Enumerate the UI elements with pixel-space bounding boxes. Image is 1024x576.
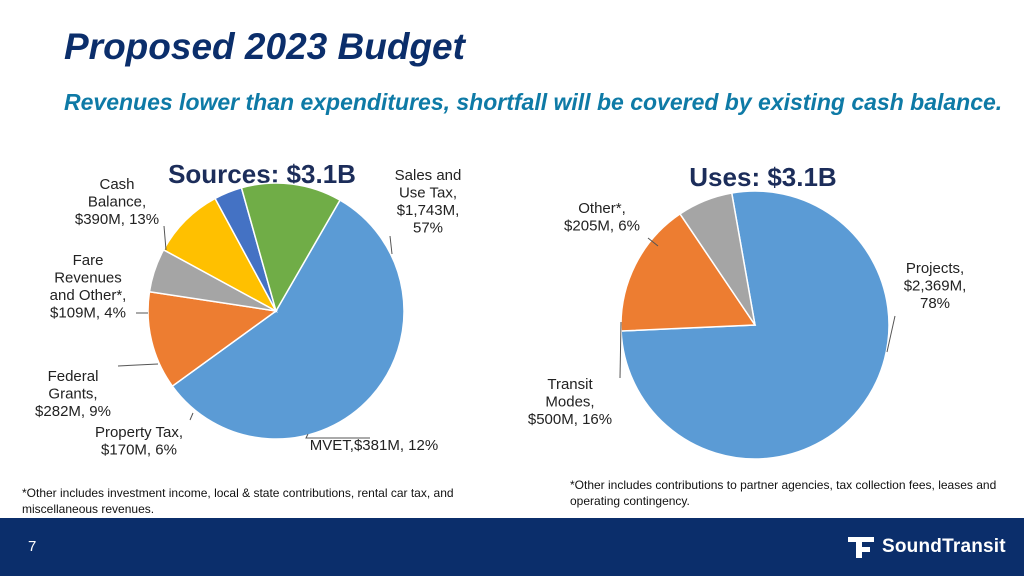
leader-line bbox=[389, 235, 393, 255]
sources-footnote: *Other includes investment income, local… bbox=[22, 486, 454, 516]
logo-text: SoundTransit bbox=[882, 536, 1006, 557]
slide-subtitle: Revenues lower than expenditures, shortf… bbox=[64, 89, 1003, 115]
leader-line bbox=[189, 412, 194, 421]
uses-footnote: *Other includes contributions to partner… bbox=[570, 478, 997, 508]
pie-labels: Sales and Use Tax, $1,743M, 57% MVET,$381M, … bbox=[35, 167, 966, 459]
sound-transit-logo: SoundTransit bbox=[846, 532, 1006, 562]
data-label-fare-revenues-and-other: Fare Revenues and Other*, $109M, 4% bbox=[50, 252, 127, 322]
data-label-cash-balance: Cash Balance, $390M, 13% bbox=[75, 176, 159, 228]
leader-line bbox=[117, 363, 159, 367]
slide-title: Proposed 2023 Budget bbox=[64, 26, 465, 67]
leader-line bbox=[647, 237, 659, 247]
page-number: 7 bbox=[28, 538, 37, 555]
data-label-property-tax: Property Tax, $170M, 6% bbox=[95, 424, 183, 459]
data-label-federal-grants: Federal Grants, $282M, 9% bbox=[35, 368, 111, 420]
footer-bar: 7 SoundTransit bbox=[0, 518, 1024, 576]
data-label-sales-and-use-tax: Sales and Use Tax, $1,743M, 57% bbox=[395, 167, 462, 237]
pie-slice-sales-and-use-tax bbox=[171, 199, 405, 440]
sound-transit-logo-icon bbox=[848, 537, 874, 558]
data-label-transit-modes: Transit Modes, $500M, 16% bbox=[528, 376, 612, 428]
pie-slice-other bbox=[679, 192, 756, 326]
leader-line bbox=[163, 225, 167, 251]
data-label-mvet: MVET,$381M, 12% bbox=[310, 437, 438, 454]
uses-chart-title: Uses: $3.1B bbox=[689, 162, 836, 192]
data-label-projects: Projects, $2,369M, 78% bbox=[904, 260, 967, 312]
pie-slice-cash-balance bbox=[240, 182, 342, 313]
uses-pie bbox=[620, 190, 890, 460]
leader-line bbox=[886, 315, 896, 353]
pie-slice-mvet bbox=[147, 290, 278, 388]
sources-pie bbox=[147, 182, 405, 440]
data-label-other: Other*, $205M, 6% bbox=[564, 200, 640, 235]
leader-line bbox=[619, 321, 622, 379]
leader-line bbox=[305, 433, 370, 439]
